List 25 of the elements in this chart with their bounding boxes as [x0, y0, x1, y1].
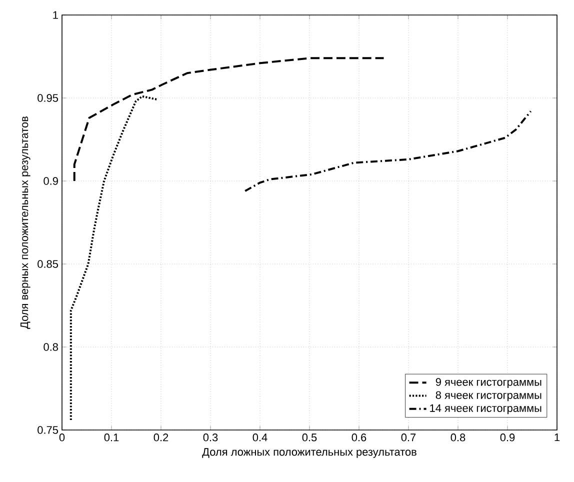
x-tick-label: 0.9	[500, 434, 515, 442]
x-tick-label: 0.1	[104, 434, 119, 442]
legend-label: 14 ячеек гистограммы	[430, 404, 542, 414]
y-tick-label: 0.8	[44, 343, 58, 351]
y-tick-label: 0.85	[38, 260, 58, 268]
x-tick-label: 0.2	[154, 434, 168, 442]
legend-label: 9 ячеек гистограммы	[436, 378, 542, 388]
y-tick-label: 0.75	[38, 426, 58, 434]
x-tick-label: 0.6	[352, 434, 366, 442]
y-tick-label: 0.95	[38, 94, 58, 102]
line-series	[73, 57, 385, 182]
x-tick-label: 0.5	[302, 434, 317, 442]
x-axis-title: Доля ложных положительных результатов	[202, 448, 416, 458]
y-tick-label: 0.9	[44, 177, 58, 185]
legend-label: 8 ячеек гистограммы	[436, 391, 542, 402]
y-axis-title: Доля верных положительных результатов	[20, 116, 30, 329]
x-tick-label: 0.3	[203, 434, 218, 442]
line-series	[70, 95, 160, 422]
x-tick-label: 0.4	[252, 434, 268, 442]
x-tick-label: 0	[59, 434, 65, 442]
x-tick-label: 1	[554, 434, 560, 442]
x-tick-label: 0.7	[401, 434, 416, 442]
line-series	[244, 110, 532, 192]
y-tick-label: 1	[53, 11, 58, 19]
x-tick-label: 0.8	[450, 434, 466, 442]
